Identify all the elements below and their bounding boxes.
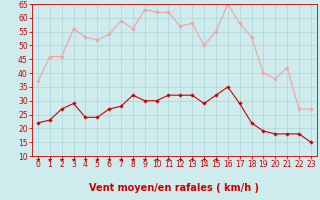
X-axis label: Vent moyen/en rafales ( km/h ): Vent moyen/en rafales ( km/h ) xyxy=(89,183,260,193)
